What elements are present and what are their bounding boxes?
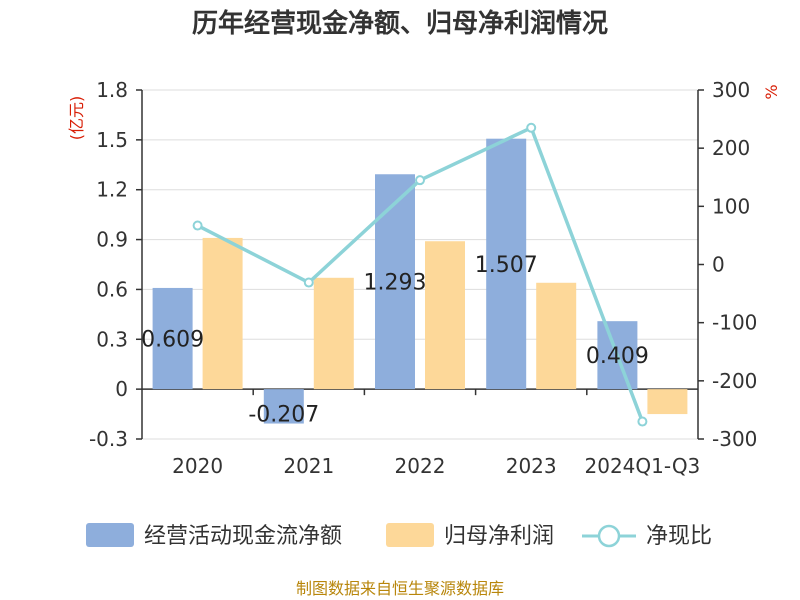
- bar-net-profit: [202, 237, 243, 390]
- ratio-point: [415, 175, 425, 186]
- right-tick-label: 300: [712, 78, 750, 102]
- data-label: 0.409: [586, 344, 649, 369]
- source-note: 制图数据来自恒生聚源数据库: [296, 579, 504, 598]
- bar-net-profit: [425, 241, 465, 390]
- left-tick-label: 0.6: [96, 277, 128, 301]
- ratio-line: [192, 122, 648, 427]
- right-tick-label: 100: [712, 194, 750, 218]
- bar-cashflow: [152, 287, 193, 390]
- bar-net-profit: [647, 389, 688, 415]
- bar-net-profit: [313, 277, 354, 390]
- data-labels: 0.609 -0.207 1.293 1.507 0.409: [141, 253, 649, 428]
- data-label: 1.293: [364, 271, 427, 296]
- right-tick-label: -200: [712, 369, 757, 393]
- right-tick-label: 200: [712, 136, 750, 160]
- legend-label-cashflow: 经营活动现金流净额: [144, 524, 342, 549]
- left-tick-label: 1.5: [96, 128, 128, 152]
- bar-net-profit: [536, 282, 577, 390]
- right-tick-label: -100: [712, 311, 757, 335]
- legend-swatch-net-profit: [386, 523, 434, 547]
- right-tick-label: -300: [712, 427, 757, 451]
- left-tick-label: 1.8: [96, 78, 128, 102]
- legend: 经营活动现金流净额 归母净利润 净现比: [86, 523, 712, 549]
- left-tick-label: 0.9: [96, 228, 128, 252]
- legend-swatch-cashflow: [86, 523, 134, 547]
- data-label: 0.609: [141, 328, 204, 353]
- ratio-point: [637, 416, 648, 427]
- bar-cashflow: [486, 138, 527, 390]
- right-axis-ticks: -300 -200 -100 0 100 200 300: [698, 78, 757, 451]
- left-axis-unit: (亿元): [67, 96, 86, 141]
- x-tick-label: 2023: [506, 454, 557, 478]
- legend-label-ratio: 净现比: [646, 524, 712, 549]
- x-tick-label: 2022: [395, 454, 446, 478]
- right-tick-label: 0: [712, 253, 725, 277]
- left-tick-label: 0: [115, 377, 128, 401]
- left-axis-ticks: -0.3 0 0.3 0.6 0.9 1.2 1.5 1.8: [89, 78, 142, 451]
- ratio-point: [192, 220, 203, 231]
- x-axis-ticks: 2020 2021 2022 2023 2024Q1-Q3: [172, 389, 700, 478]
- data-label: -0.207: [248, 403, 319, 428]
- left-tick-label: -0.3: [89, 427, 128, 451]
- chart-title: 历年经营现金净额、归母净利润情况: [192, 8, 608, 39]
- data-label: 1.507: [475, 253, 538, 278]
- ratio-point: [303, 277, 314, 288]
- bars: [152, 138, 688, 424]
- x-tick-label: 2021: [283, 454, 334, 478]
- legend-swatch-ratio-marker: [597, 524, 621, 548]
- x-tick-label: 2024Q1-Q3: [585, 454, 701, 478]
- ratio-point: [526, 122, 537, 133]
- x-tick-label: 2020: [172, 454, 223, 478]
- left-tick-label: 0.3: [96, 327, 128, 351]
- legend-label-net-profit: 归母净利润: [444, 524, 554, 549]
- bar-cashflow: [263, 389, 304, 424]
- left-tick-label: 1.2: [96, 178, 128, 202]
- bar-cashflow: [375, 174, 415, 390]
- right-axis-unit: %: [762, 84, 781, 99]
